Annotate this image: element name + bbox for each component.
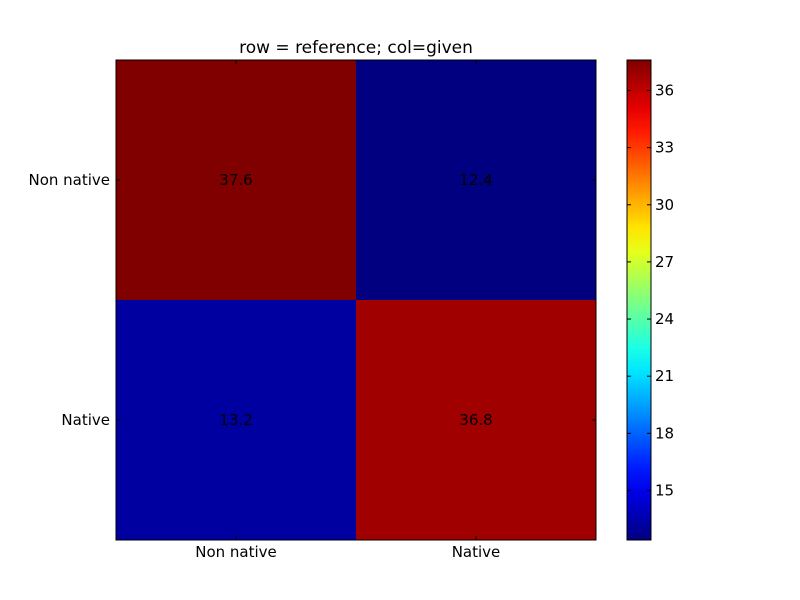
y-tick-label: Non native: [28, 171, 110, 189]
cell-value-label-r0-c0: 37.6: [219, 171, 252, 189]
chart-title: row = reference; col=given: [239, 38, 473, 58]
colorbar-frame: [626, 59, 652, 541]
colorbar-tick-label: 30: [655, 196, 674, 214]
cell-value-label-r1-c0: 13.2: [219, 411, 252, 429]
colorbar-gradient: [627, 60, 651, 540]
colorbar-tick-label: 21: [655, 367, 674, 385]
heatmap-cell-r0-c0: [116, 60, 356, 300]
heatmap-cell-r0-c1: [356, 60, 596, 300]
heatmap-cell-r1-c1: [356, 300, 596, 540]
colorbar-tick-label: 36: [655, 81, 674, 99]
heatmap-cell-r1-c0: [116, 300, 356, 540]
colorbar-tick-label: 15: [655, 481, 674, 499]
colorbar-tick-label: 27: [655, 253, 674, 271]
y-tick-label: Native: [61, 411, 110, 429]
cell-value-label-r0-c1: 12.4: [459, 171, 492, 189]
x-tick-label: Non native: [195, 543, 277, 561]
plot-frame: [115, 59, 597, 541]
colorbar-tick-label: 24: [655, 310, 674, 328]
colorbar-tick-label: 18: [655, 424, 674, 442]
colorbar-tick-label: 33: [655, 139, 674, 157]
cell-value-label-r1-c1: 36.8: [459, 411, 492, 429]
x-tick-label: Native: [452, 543, 501, 561]
